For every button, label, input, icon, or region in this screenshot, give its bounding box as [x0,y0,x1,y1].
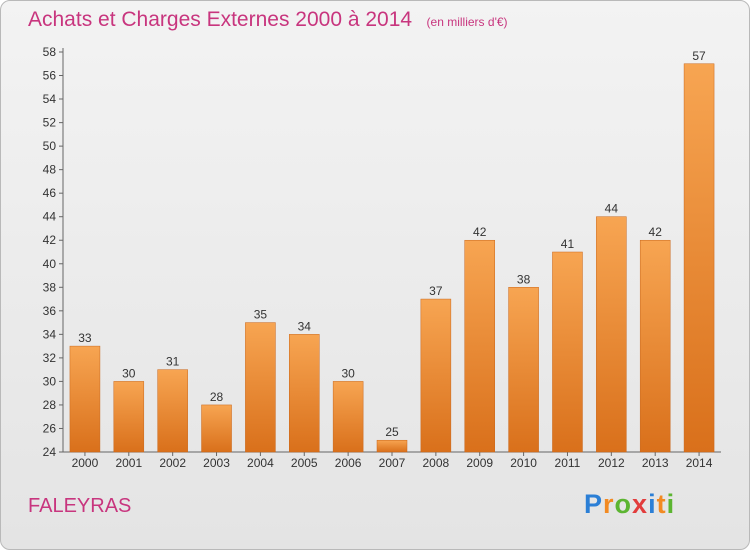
bar-2013 [639,239,671,453]
logo-letter: t [656,489,667,519]
bar-2014 [683,63,715,453]
x-tick-label: 2013 [642,456,669,470]
bar-2008 [420,298,452,453]
x-tick-label: 2007 [379,456,406,470]
logo-letter: x [632,489,649,519]
title-text: Achats et Charges Externes 2000 à 2014 [28,8,413,31]
bar-2010 [508,287,539,453]
y-tick-label: 52 [43,116,57,130]
data-label: 37 [429,284,443,298]
logo-letter: r [603,489,615,519]
y-tick-label: 50 [43,139,57,153]
y-tick-label: 28 [43,398,57,412]
x-tick-label: 2011 [555,456,581,470]
bar-2000 [69,345,101,453]
commune-name: FALEYRAS [28,495,132,517]
bar-2011 [552,251,583,453]
logo-letter: o [614,489,633,519]
logo-letter: i [648,489,657,519]
y-tick-label: 30 [43,374,57,388]
logo-letter: i [666,489,676,519]
bar-2001 [113,381,145,453]
y-tick-label: 40 [43,257,57,271]
data-label: 25 [385,425,399,439]
data-label: 38 [517,272,531,286]
bar-2004 [245,322,276,453]
y-tick-label: 48 [43,163,57,177]
bar-2009 [464,239,495,453]
data-label: 31 [166,355,180,369]
x-tick-label: 2001 [115,456,142,470]
x-tick-label: 2008 [423,456,450,470]
x-tick-label: 2005 [291,456,318,470]
bar-2007 [376,439,408,453]
proxiti-logo: Proxiti [584,489,675,520]
y-tick-label: 34 [43,327,57,341]
data-label: 33 [78,331,92,345]
data-label: 28 [210,390,224,404]
x-tick-label: 2003 [203,456,230,470]
bar-2006 [332,381,364,453]
data-label: 42 [649,225,663,239]
y-tick-label: 24 [43,445,57,459]
data-label: 30 [341,366,355,380]
x-tick-label: 2012 [598,456,625,470]
bar-2003 [201,404,232,453]
bar-2002 [157,369,188,453]
y-tick-label: 44 [43,210,57,224]
unit-note: (en milliers d'€) [426,15,508,29]
y-tick-label: 36 [43,304,57,318]
bar-2005 [289,334,320,453]
y-tick-label: 26 [43,421,57,435]
y-tick-label: 32 [43,351,57,365]
y-tick-label: 56 [43,69,57,83]
y-tick-label: 38 [43,280,57,294]
logo-letter: P [584,489,604,519]
y-tick-label: 58 [43,45,57,59]
data-label: 30 [122,366,136,380]
y-tick-label: 46 [43,186,57,200]
data-label: 34 [298,319,312,333]
x-tick-label: 2010 [510,456,537,470]
data-label: 44 [605,202,619,216]
data-label: 41 [561,237,575,251]
x-tick-label: 2000 [72,456,99,470]
x-tick-label: 2004 [247,456,274,470]
x-tick-label: 2014 [686,456,713,470]
x-tick-label: 2002 [159,456,186,470]
x-tick-label: 2006 [335,456,362,470]
bar-2012 [596,216,627,453]
chart-title: Achats et Charges Externes 2000 à 2014 (… [28,8,508,32]
data-label: 42 [473,225,487,239]
data-label: 57 [692,49,706,63]
y-tick-label: 54 [43,92,57,106]
x-tick-label: 2009 [466,456,493,470]
y-tick-label: 42 [43,233,57,247]
data-label: 35 [254,308,268,322]
